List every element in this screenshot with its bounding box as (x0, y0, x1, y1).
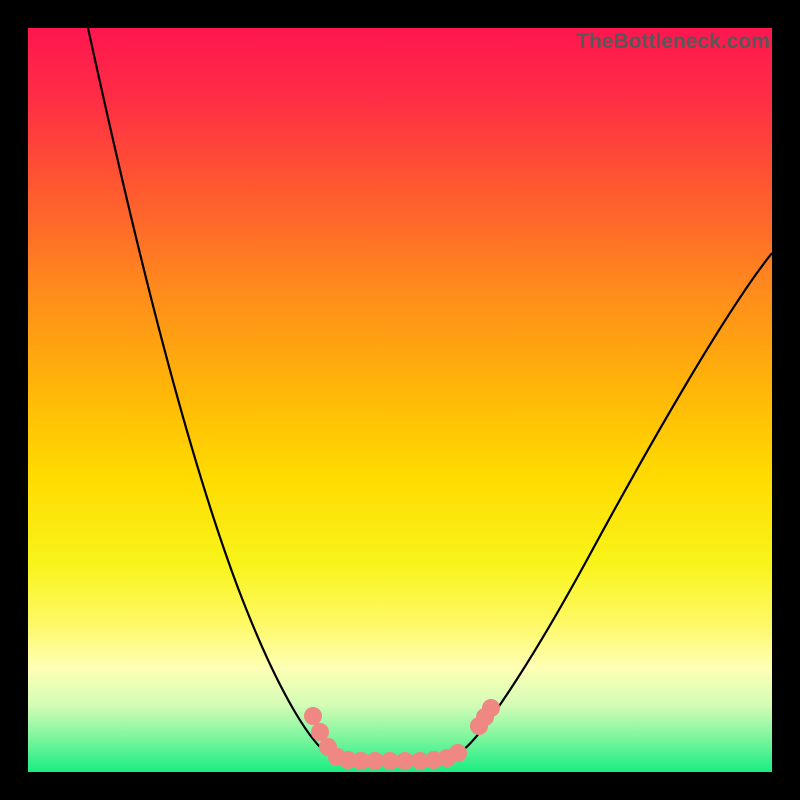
plot-area (28, 28, 772, 772)
curve-markers (28, 28, 772, 772)
curve-marker (482, 699, 500, 717)
watermark-text: TheBottleneck.com (576, 30, 770, 54)
curve-marker (449, 744, 467, 762)
